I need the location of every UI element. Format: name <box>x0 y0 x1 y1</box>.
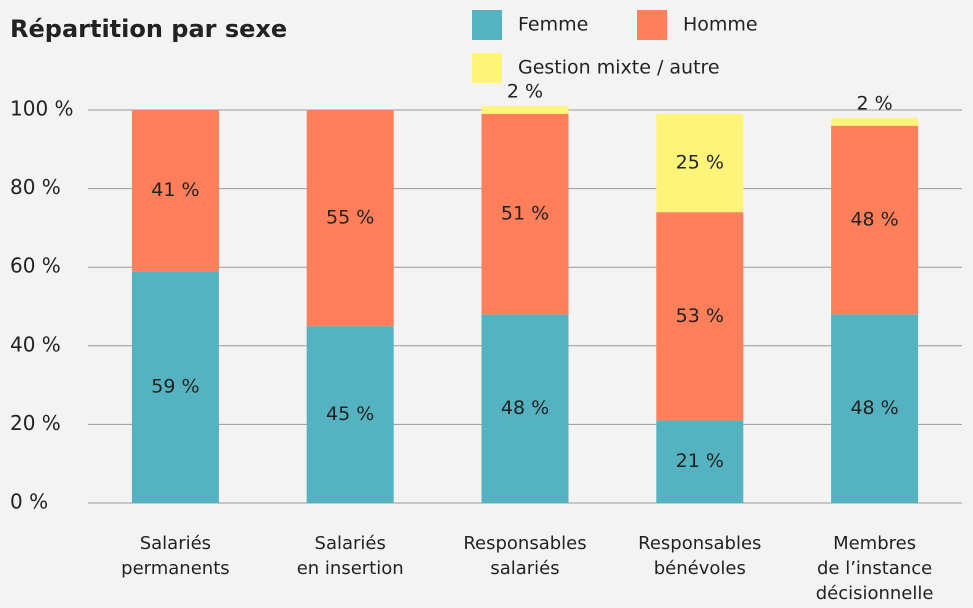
x-tick-label: permanents <box>121 558 229 579</box>
x-tick-label: Responsables <box>463 533 586 554</box>
bar-segment <box>656 420 744 503</box>
data-label: 48 % <box>501 397 549 419</box>
data-label: 21 % <box>676 450 724 472</box>
y-tick-label: 60 % <box>10 254 61 278</box>
x-tick-label: salariés <box>490 558 559 579</box>
data-label: 53 % <box>676 305 724 327</box>
legend-label: Gestion mixte / autre <box>518 57 720 79</box>
x-tick-label: Salariés <box>315 533 386 554</box>
bar-segment <box>306 326 394 503</box>
x-tick-label: en insertion <box>297 558 404 579</box>
y-tick-label: 40 % <box>10 332 61 356</box>
y-tick-label: 80 % <box>10 175 61 199</box>
bar-segment <box>306 110 394 327</box>
bar-segment <box>481 314 569 503</box>
y-tick-label: 0 % <box>10 490 48 514</box>
y-tick-label: 20 % <box>10 411 61 435</box>
bar-segment <box>481 113 569 315</box>
x-tick-label: bénévoles <box>654 558 746 579</box>
bar-segment <box>831 125 919 315</box>
legend-swatch <box>472 10 502 40</box>
x-tick-label: Responsables <box>638 533 761 554</box>
data-label: 45 % <box>326 403 374 425</box>
x-tick-label: de l’instance <box>817 558 932 579</box>
data-label: 48 % <box>850 209 898 231</box>
data-label: 2 % <box>507 81 543 103</box>
legend-swatch <box>637 10 667 40</box>
bar-segment <box>131 271 219 503</box>
data-label: 59 % <box>151 376 199 398</box>
bar-segment <box>656 113 744 213</box>
legend-label: Homme <box>683 14 758 36</box>
data-label: 41 % <box>151 179 199 201</box>
bar-segment <box>831 117 919 126</box>
x-tick-label: Salariés <box>140 533 211 554</box>
legend-label: Femme <box>518 14 588 36</box>
y-tick-label: 100 % <box>10 97 74 121</box>
chart-title: Répartition par sexe <box>10 15 287 43</box>
bar-segment <box>831 314 919 503</box>
data-label: 51 % <box>501 203 549 225</box>
bar-segment <box>481 106 569 114</box>
data-label: 25 % <box>676 152 724 174</box>
x-tick-label: décisionnelle <box>816 583 934 604</box>
bar-segment <box>131 110 219 272</box>
x-tick-label: Membres <box>833 533 916 554</box>
data-label: 55 % <box>326 207 374 229</box>
legend-swatch <box>472 53 502 83</box>
data-label: 2 % <box>857 92 893 114</box>
bar-segment <box>656 212 744 421</box>
data-label: 48 % <box>850 397 898 419</box>
